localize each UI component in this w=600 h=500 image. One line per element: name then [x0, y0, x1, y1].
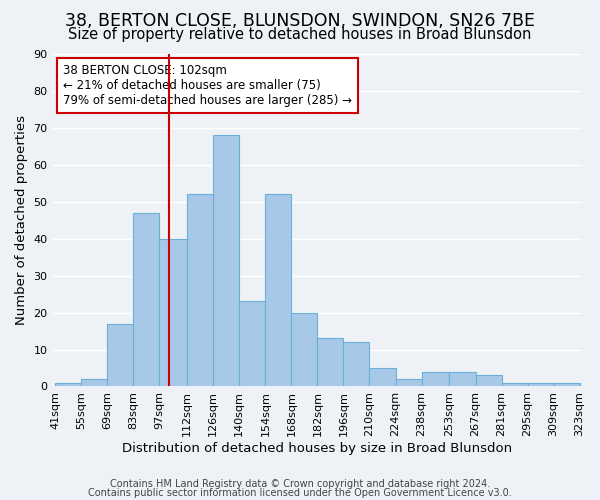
Bar	[187, 194, 213, 386]
Text: 38, BERTON CLOSE, BLUNSDON, SWINDON, SN26 7BE: 38, BERTON CLOSE, BLUNSDON, SWINDON, SN2…	[65, 12, 535, 30]
Bar	[81, 379, 107, 386]
Bar	[213, 136, 239, 386]
Bar	[370, 368, 395, 386]
Bar	[476, 376, 502, 386]
Text: Contains public sector information licensed under the Open Government Licence v3: Contains public sector information licen…	[88, 488, 512, 498]
Text: Size of property relative to detached houses in Broad Blunsdon: Size of property relative to detached ho…	[68, 28, 532, 42]
Bar	[422, 372, 449, 386]
Bar	[160, 238, 187, 386]
Bar	[395, 379, 422, 386]
Bar	[527, 383, 554, 386]
Bar	[554, 383, 580, 386]
X-axis label: Distribution of detached houses by size in Broad Blunsdon: Distribution of detached houses by size …	[122, 442, 512, 455]
Bar	[449, 372, 476, 386]
Bar	[107, 324, 133, 386]
Bar	[502, 383, 527, 386]
Bar	[292, 312, 317, 386]
Bar	[265, 194, 292, 386]
Bar	[55, 383, 81, 386]
Bar	[133, 213, 160, 386]
Bar	[343, 342, 370, 386]
Text: Contains HM Land Registry data © Crown copyright and database right 2024.: Contains HM Land Registry data © Crown c…	[110, 479, 490, 489]
Bar	[239, 302, 265, 386]
Text: 38 BERTON CLOSE: 102sqm
← 21% of detached houses are smaller (75)
79% of semi-de: 38 BERTON CLOSE: 102sqm ← 21% of detache…	[63, 64, 352, 107]
Y-axis label: Number of detached properties: Number of detached properties	[15, 115, 28, 325]
Bar	[317, 338, 343, 386]
